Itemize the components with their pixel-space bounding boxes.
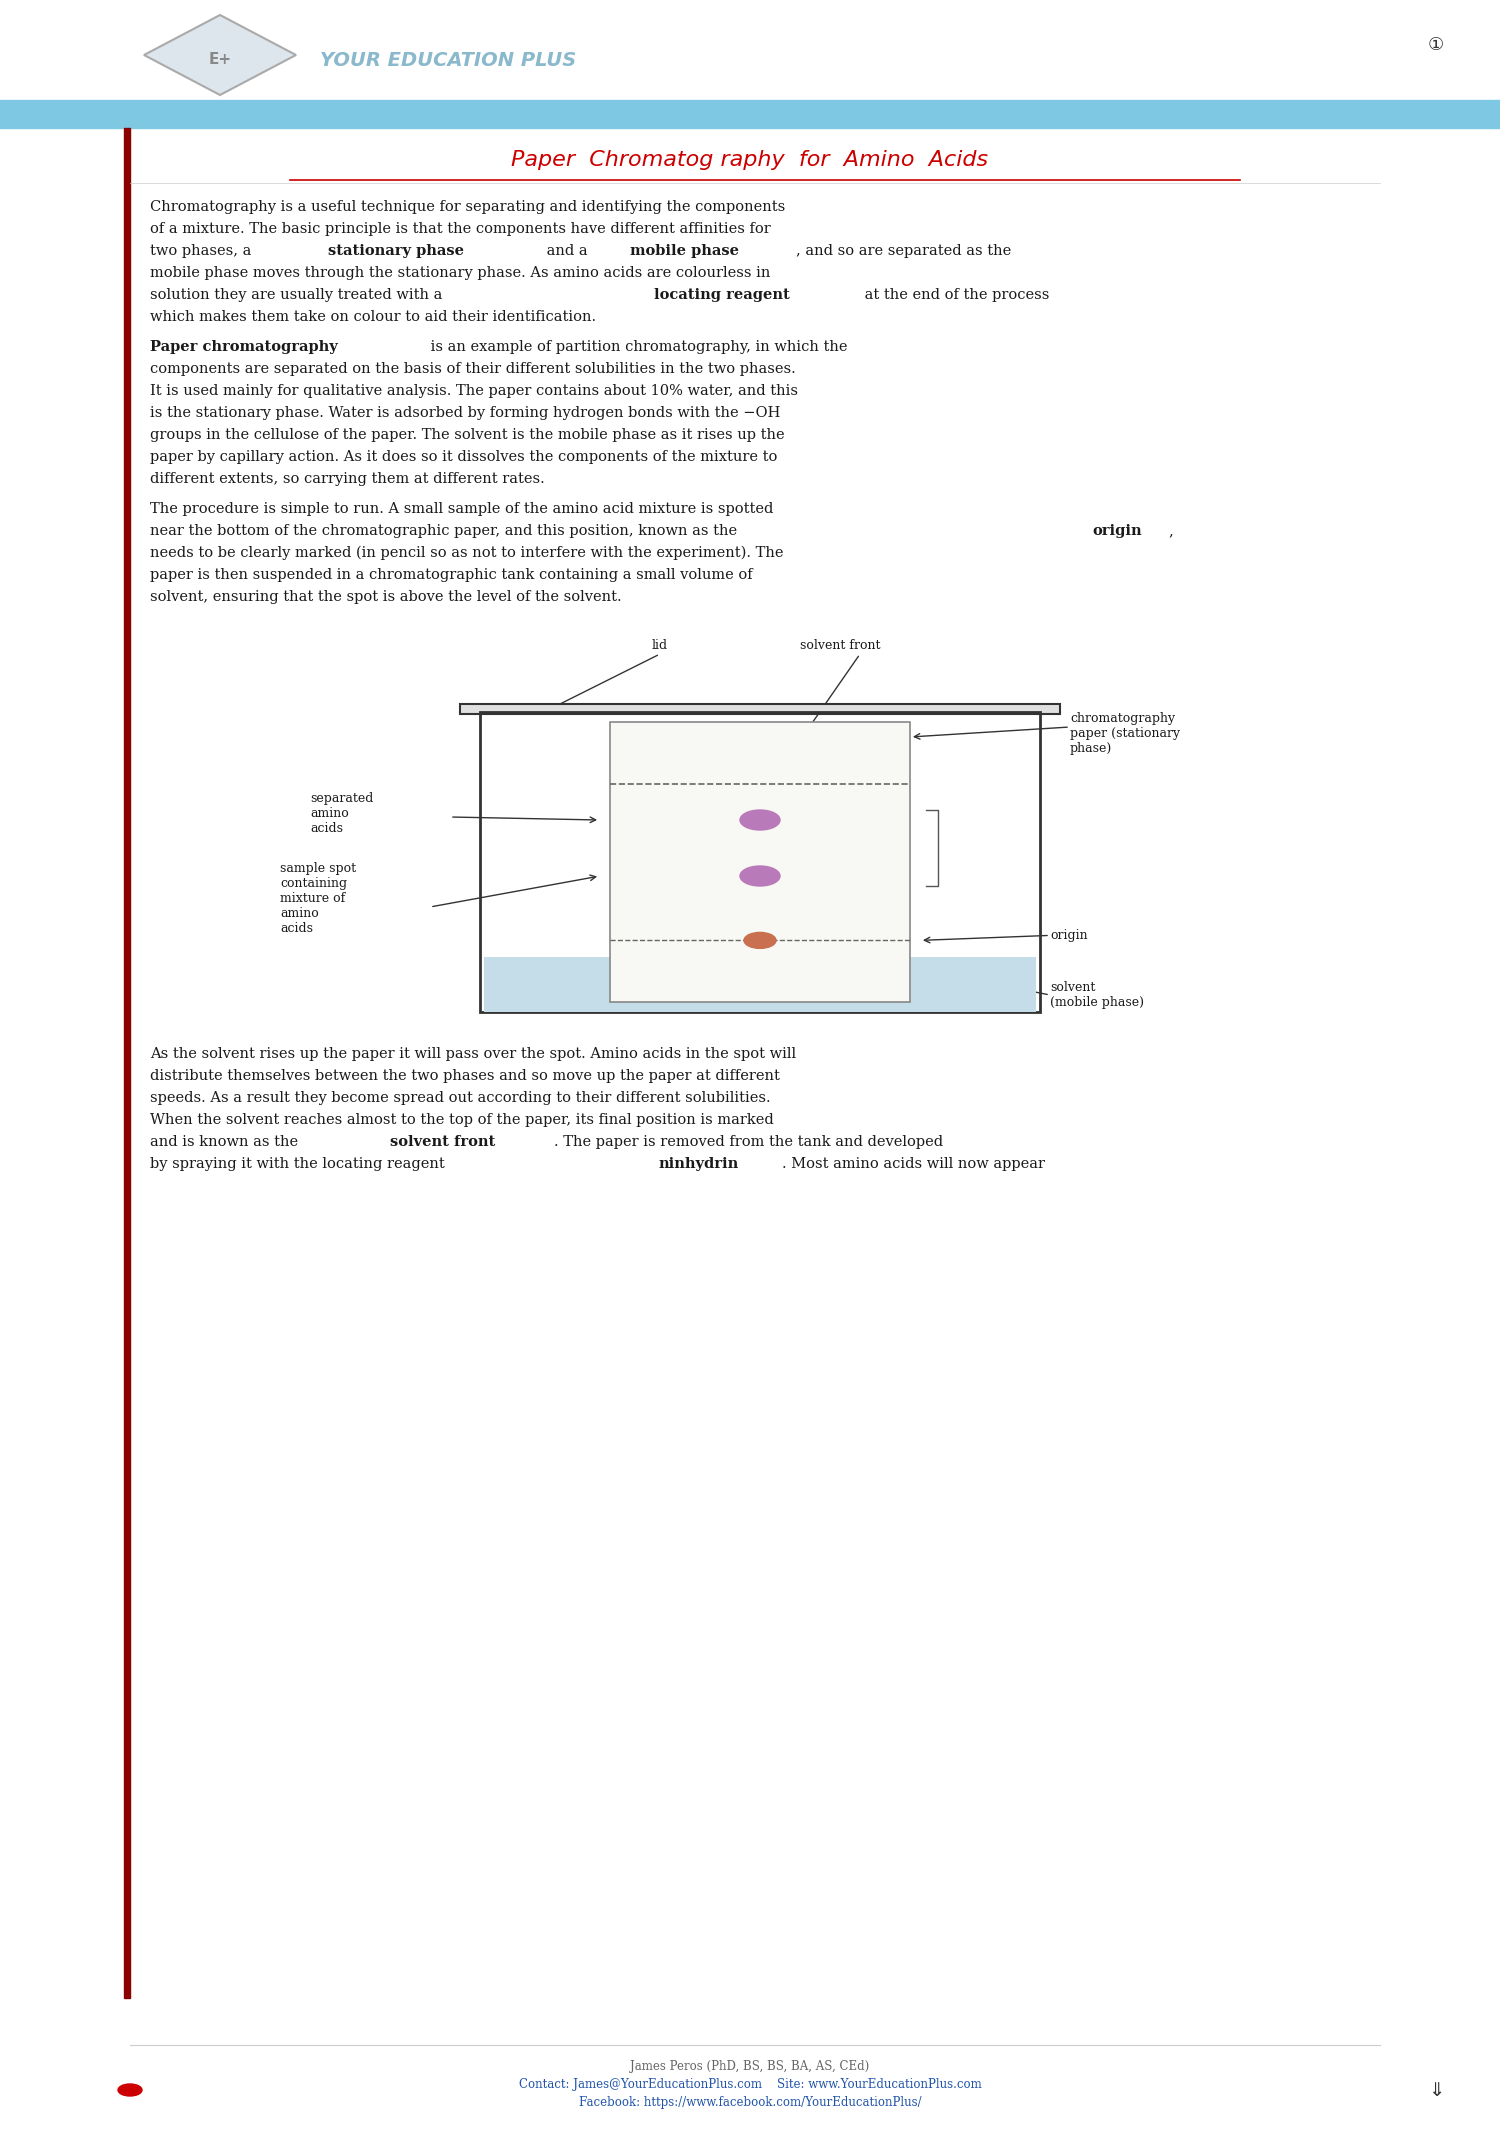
Bar: [480, 711, 1040, 1012]
Text: speeds. As a result they become spread out according to their different solubili: speeds. As a result they become spread o…: [150, 1091, 771, 1105]
Text: and is known as the: and is known as the: [150, 1135, 303, 1148]
Bar: [484, 956, 1036, 1012]
Text: groups in the cellulose of the paper. The solvent is the mobile phase as it rise: groups in the cellulose of the paper. Th…: [150, 428, 785, 443]
Text: solvent front: solvent front: [800, 639, 880, 652]
Text: solvent, ensuring that the spot is above the level of the solvent.: solvent, ensuring that the spot is above…: [150, 590, 621, 605]
Text: of a mixture. The basic principle is that the components have different affiniti: of a mixture. The basic principle is tha…: [150, 222, 771, 236]
Text: . The paper is removed from the tank and developed: . The paper is removed from the tank and…: [554, 1135, 944, 1148]
Text: by spraying it with the locating reagent: by spraying it with the locating reagent: [150, 1157, 450, 1172]
Text: YOUR EDUCATION PLUS: YOUR EDUCATION PLUS: [320, 51, 576, 70]
Text: E+: E+: [209, 53, 231, 68]
Text: solvent
(mobile phase): solvent (mobile phase): [1050, 982, 1144, 1010]
Text: ⇓: ⇓: [1428, 2081, 1444, 2100]
Text: Contact: James@YourEducationPlus.com    Site: www.YourEducationPlus.com: Contact: James@YourEducationPlus.com Sit…: [519, 2079, 981, 2092]
Text: When the solvent reaches almost to the top of the paper, its final position is m: When the solvent reaches almost to the t…: [150, 1114, 774, 1127]
Bar: [124, 128, 130, 1998]
Text: mobile phase moves through the stationary phase. As amino acids are colourless i: mobile phase moves through the stationar…: [150, 266, 771, 279]
Circle shape: [740, 809, 780, 831]
Text: different extents, so carrying them at different rates.: different extents, so carrying them at d…: [150, 473, 544, 486]
Text: near the bottom of the chromatographic paper, and this position, known as the: near the bottom of the chromatographic p…: [150, 524, 741, 539]
Text: sample spot
containing
mixture of
amino
acids: sample spot containing mixture of amino …: [280, 863, 356, 935]
Bar: [460, 705, 1060, 714]
Text: which makes them take on colour to aid their identification.: which makes them take on colour to aid t…: [150, 311, 596, 324]
Text: separated
amino
acids: separated amino acids: [310, 792, 374, 835]
Text: components are separated on the basis of their different solubilities in the two: components are separated on the basis of…: [150, 362, 795, 377]
Text: paper is then suspended in a chromatographic tank containing a small volume of: paper is then suspended in a chromatogra…: [150, 569, 753, 581]
Text: . Most amino acids will now appear: . Most amino acids will now appear: [782, 1157, 1046, 1172]
Text: ninhydrin: ninhydrin: [658, 1157, 738, 1172]
Text: As the solvent rises up the paper it will pass over the spot. Amino acids in the: As the solvent rises up the paper it wil…: [150, 1048, 797, 1061]
Text: , and so are separated as the: , and so are separated as the: [796, 245, 1011, 258]
Text: two phases, a: two phases, a: [150, 245, 256, 258]
Text: Paper  Chromatog raphy  for  Amino  Acids: Paper Chromatog raphy for Amino Acids: [512, 149, 988, 170]
Text: needs to be clearly marked (in pencil so as not to interfere with the experiment: needs to be clearly marked (in pencil so…: [150, 545, 783, 560]
Text: James Peros (PhD, BS, BS, BA, AS, CEd): James Peros (PhD, BS, BS, BA, AS, CEd): [630, 2060, 870, 2072]
Text: locating reagent: locating reagent: [654, 288, 789, 302]
Circle shape: [740, 867, 780, 886]
Text: ①: ①: [1428, 36, 1444, 53]
Circle shape: [118, 2083, 142, 2096]
Text: Chromatography is a useful technique for separating and identifying the componen: Chromatography is a useful technique for…: [150, 200, 786, 213]
Text: stationary phase: stationary phase: [328, 245, 464, 258]
Bar: [610, 722, 910, 1001]
Text: It is used mainly for qualitative analysis. The paper contains about 10% water, : It is used mainly for qualitative analys…: [150, 383, 798, 398]
Text: chromatography
paper (stationary
phase): chromatography paper (stationary phase): [1070, 711, 1180, 754]
Text: at the end of the process: at the end of the process: [859, 288, 1050, 302]
Text: solution they are usually treated with a: solution they are usually treated with a: [150, 288, 447, 302]
Text: lid: lid: [652, 639, 668, 652]
Text: Facebook: https://www.facebook.com/YourEducationPlus/: Facebook: https://www.facebook.com/YourE…: [579, 2096, 921, 2109]
Bar: [0, 100, 1500, 128]
Text: paper by capillary action. As it does so it dissolves the components of the mixt: paper by capillary action. As it does so…: [150, 449, 777, 464]
Text: mobile phase: mobile phase: [630, 245, 740, 258]
Polygon shape: [144, 15, 296, 96]
Text: ,: ,: [1168, 524, 1173, 539]
Text: is the stationary phase. Water is adsorbed by forming hydrogen bonds with the −O: is the stationary phase. Water is adsorb…: [150, 407, 780, 420]
Text: Paper chromatography: Paper chromatography: [150, 341, 338, 354]
Text: and a: and a: [542, 245, 592, 258]
Text: is an example of partition chromatography, in which the: is an example of partition chromatograph…: [426, 341, 847, 354]
Circle shape: [744, 933, 776, 948]
Text: distribute themselves between the two phases and so move up the paper at differe: distribute themselves between the two ph…: [150, 1069, 780, 1082]
Text: origin: origin: [1050, 929, 1088, 941]
Text: solvent front: solvent front: [390, 1135, 495, 1148]
Text: The procedure is simple to run. A small sample of the amino acid mixture is spot: The procedure is simple to run. A small …: [150, 503, 774, 515]
Text: origin: origin: [1092, 524, 1142, 539]
